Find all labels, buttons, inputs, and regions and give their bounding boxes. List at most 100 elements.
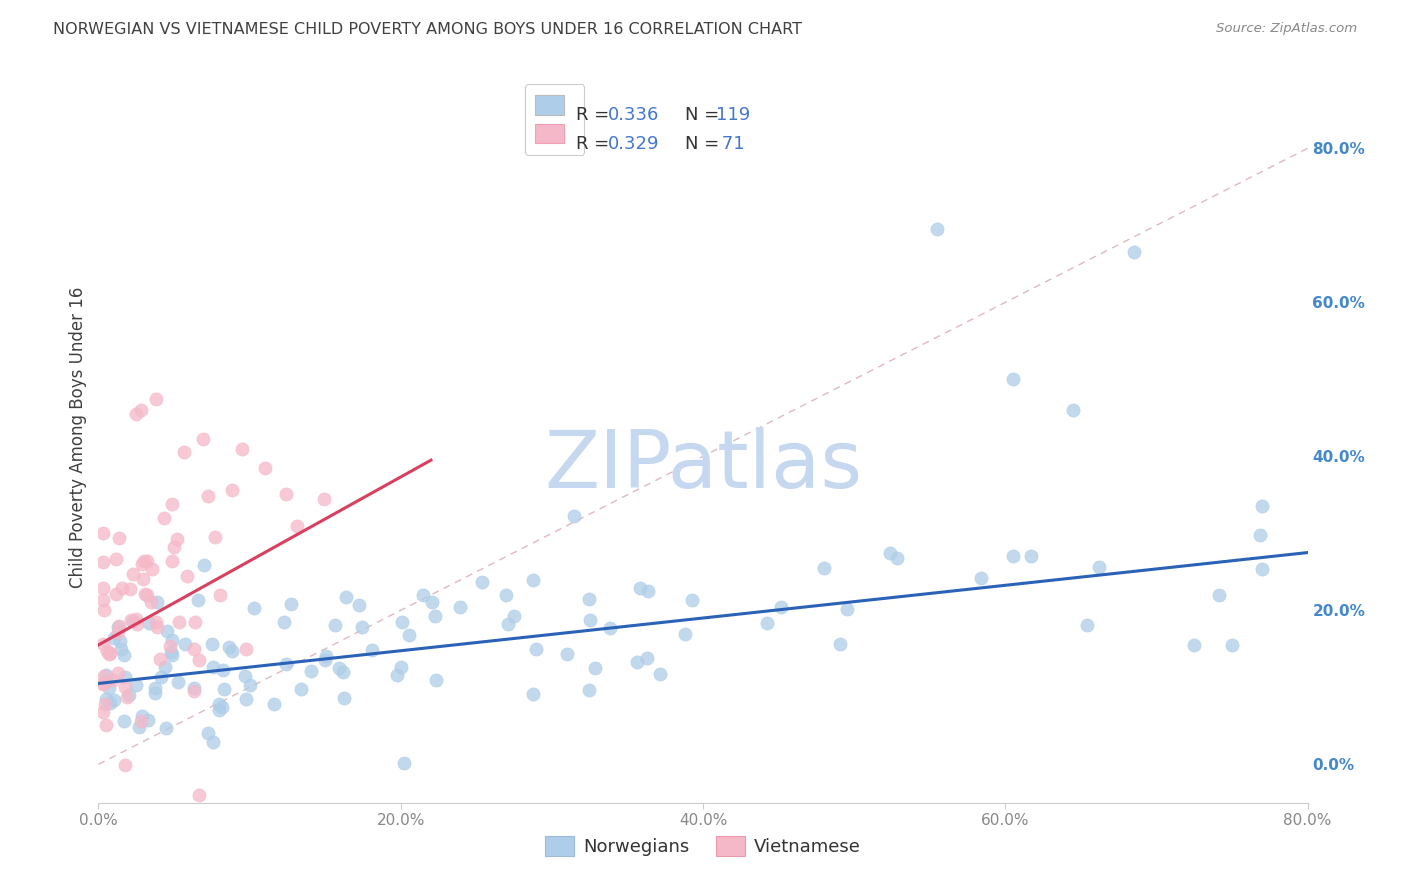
Point bbox=[392, 756, 415, 770]
Point bbox=[91, 677, 114, 691]
Point bbox=[131, 709, 153, 723]
Point bbox=[385, 668, 408, 682]
Point bbox=[149, 670, 172, 684]
Point bbox=[173, 445, 195, 459]
Point bbox=[104, 587, 127, 601]
Point bbox=[107, 625, 129, 640]
Point bbox=[115, 690, 138, 705]
Text: 71: 71 bbox=[716, 135, 745, 153]
Point bbox=[98, 681, 121, 695]
Point bbox=[160, 553, 183, 567]
Point bbox=[350, 620, 373, 634]
Point bbox=[328, 661, 350, 675]
Point bbox=[94, 668, 117, 682]
Point bbox=[110, 634, 132, 648]
Point bbox=[496, 617, 519, 632]
Point bbox=[420, 595, 443, 609]
Point bbox=[120, 582, 142, 597]
Text: NORWEGIAN VS VIETNAMESE CHILD POVERTY AMONG BOYS UNDER 16 CORRELATION CHART: NORWEGIAN VS VIETNAMESE CHILD POVERTY AM… bbox=[53, 22, 803, 37]
Point bbox=[280, 597, 302, 611]
Point bbox=[91, 581, 114, 595]
Point bbox=[160, 498, 183, 512]
Text: N =: N = bbox=[685, 135, 725, 153]
Text: 0.336: 0.336 bbox=[607, 106, 659, 125]
Point bbox=[160, 645, 183, 659]
Point bbox=[599, 621, 621, 635]
Point bbox=[166, 532, 188, 546]
Point bbox=[201, 735, 224, 749]
Point bbox=[263, 697, 285, 711]
Point bbox=[335, 590, 357, 604]
Point bbox=[1076, 618, 1098, 632]
Point bbox=[583, 661, 606, 675]
Point bbox=[221, 644, 243, 658]
Point bbox=[391, 615, 413, 629]
Text: R =: R = bbox=[576, 106, 614, 125]
Point bbox=[138, 713, 160, 727]
Point bbox=[233, 669, 256, 683]
Point bbox=[562, 509, 585, 524]
Point bbox=[626, 655, 648, 669]
Point bbox=[108, 619, 131, 633]
Point bbox=[166, 674, 188, 689]
Point bbox=[212, 681, 235, 696]
Point bbox=[1001, 372, 1024, 386]
Point bbox=[163, 540, 186, 554]
Point bbox=[152, 511, 174, 525]
Point bbox=[98, 646, 121, 660]
Text: Source: ZipAtlas.com: Source: ZipAtlas.com bbox=[1216, 22, 1357, 36]
Point bbox=[93, 602, 115, 616]
Point bbox=[837, 602, 859, 616]
Point bbox=[239, 678, 262, 692]
Point bbox=[347, 598, 370, 612]
Text: N =: N = bbox=[685, 106, 725, 125]
Point bbox=[1208, 588, 1230, 602]
Point bbox=[138, 615, 160, 630]
Point bbox=[111, 581, 134, 595]
Text: 0.329: 0.329 bbox=[607, 135, 659, 153]
Point bbox=[160, 632, 183, 647]
Point bbox=[273, 615, 295, 629]
Point bbox=[125, 612, 148, 626]
Point bbox=[208, 698, 231, 712]
Point bbox=[187, 788, 209, 802]
Point bbox=[1220, 638, 1243, 652]
Point bbox=[169, 615, 191, 629]
Point bbox=[274, 486, 297, 500]
Point bbox=[114, 758, 136, 772]
Point bbox=[129, 403, 152, 417]
Point bbox=[243, 601, 266, 615]
Point bbox=[1249, 527, 1271, 541]
Point bbox=[187, 593, 209, 607]
Point bbox=[143, 681, 166, 696]
Point bbox=[879, 546, 901, 560]
Point bbox=[93, 593, 115, 607]
Point bbox=[94, 692, 117, 706]
Point bbox=[103, 631, 125, 645]
Point bbox=[673, 626, 696, 640]
Point bbox=[830, 637, 852, 651]
Point bbox=[183, 684, 205, 698]
Text: R =: R = bbox=[576, 135, 614, 153]
Point bbox=[1182, 638, 1205, 652]
Point bbox=[332, 665, 354, 680]
Point bbox=[139, 595, 162, 609]
Y-axis label: Child Poverty Among Boys Under 16: Child Poverty Among Boys Under 16 bbox=[69, 286, 87, 588]
Point bbox=[276, 657, 298, 671]
Point bbox=[314, 653, 336, 667]
Point bbox=[110, 641, 132, 656]
Point bbox=[101, 673, 124, 687]
Point bbox=[108, 531, 131, 545]
Point bbox=[91, 555, 114, 569]
Point bbox=[235, 642, 257, 657]
Point bbox=[218, 640, 240, 654]
Point bbox=[970, 571, 993, 585]
Point bbox=[290, 682, 312, 697]
Point bbox=[146, 595, 169, 609]
Point bbox=[93, 697, 115, 711]
Point bbox=[209, 588, 232, 602]
Point bbox=[285, 519, 308, 533]
Point bbox=[91, 676, 114, 690]
Point bbox=[193, 558, 215, 572]
Point bbox=[128, 720, 150, 734]
